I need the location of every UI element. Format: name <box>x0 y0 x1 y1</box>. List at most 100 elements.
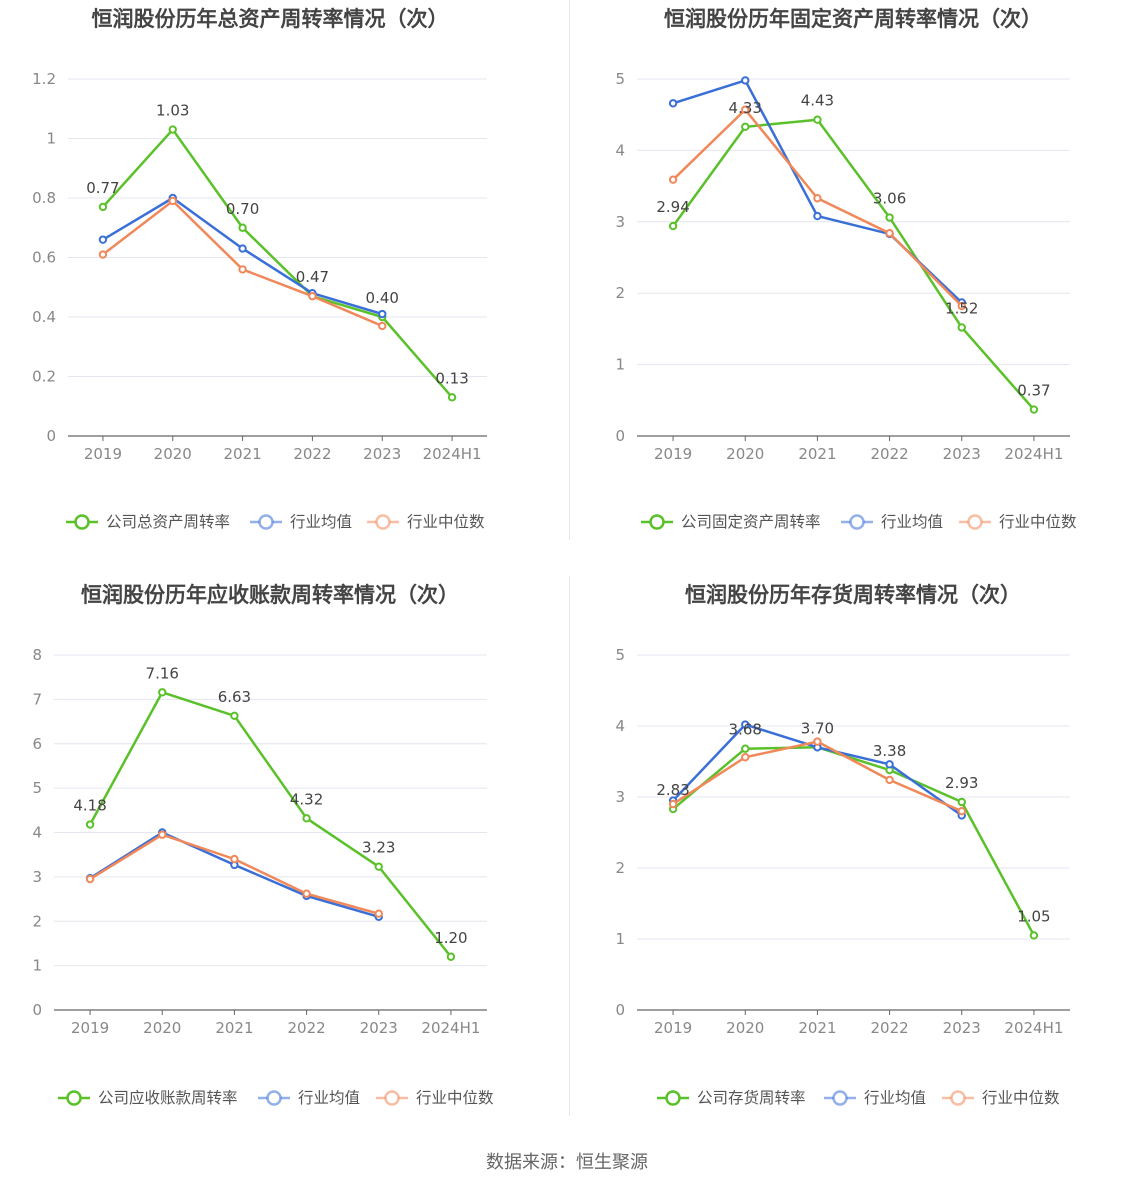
chart-panel-inventory-turnover: 恒润股份历年存货周转率情况（次） 0 1 2 3 4 5 2019 2020 2021 2022 20… <box>567 576 1134 1152</box>
chart-title: 恒润股份历年存货周转率情况（次） <box>685 583 1021 607</box>
median-series-point <box>813 737 822 746</box>
y-tick-label: 3 <box>32 868 42 886</box>
y-tick-label: 3 <box>615 213 625 231</box>
y-tick-label: 1 <box>32 957 42 975</box>
legend-marker-icon <box>266 1090 282 1106</box>
x-tick-label: 2024H1 <box>1004 445 1063 463</box>
median-series-point <box>741 105 750 114</box>
data-label: 4.43 <box>801 92 834 110</box>
average-series-point <box>813 211 822 221</box>
chart-svg: 恒润股份历年应收账款周转率情况（次） 0 1 2 3 4 5 6 7 8 2019 2020 2021 2… <box>32 583 494 1107</box>
x-tick-label: 2021 <box>215 1019 253 1037</box>
median-series-point <box>238 265 247 274</box>
legend-marker-icon <box>665 1090 681 1106</box>
median-series-line <box>672 740 963 813</box>
y-tick-label: 1 <box>615 356 625 374</box>
legend-label: 行业中位数 <box>982 1089 1060 1107</box>
x-tick-label: 2023 <box>943 445 981 463</box>
chart-panel-total-asset-turnover: 恒润股份历年总资产周转率情况（次） 0 0.2 0.4 0.6 0.8 1 1.2 2019 20… <box>0 0 567 576</box>
legend-item: 公司应收账款周转率 <box>58 1088 238 1107</box>
legend-label: 公司固定资产周转率 <box>681 513 821 531</box>
x-tick-label: 2024H1 <box>421 1019 480 1037</box>
average-series-point <box>885 760 894 769</box>
legend-label: 公司存货周转率 <box>697 1089 806 1107</box>
legend-item: 行业均值 <box>841 513 943 531</box>
legend-label: 行业均值 <box>298 1089 360 1107</box>
y-tick-label: 2 <box>615 859 625 877</box>
legend-item: 行业均值 <box>824 1089 926 1107</box>
legend-marker-icon <box>66 1090 82 1106</box>
average-series-line <box>672 79 963 304</box>
x-tick-label: 2023 <box>360 1019 398 1037</box>
average-series-point <box>741 76 750 85</box>
median-series-point <box>308 291 317 301</box>
median-series-point <box>741 753 750 762</box>
company-series-point <box>374 862 383 871</box>
legend-item: 行业均值 <box>250 513 352 531</box>
data-label: 1.03 <box>156 102 189 120</box>
company-series-point <box>85 820 95 829</box>
y-tick-label: 7 <box>32 690 42 708</box>
data-label: 3.38 <box>873 742 906 760</box>
average-series-point <box>238 244 247 253</box>
data-source-note: 数据来源：恒生聚源 <box>486 1152 648 1173</box>
company-series-point <box>741 122 750 132</box>
legend-marker-icon <box>375 514 391 530</box>
median-series-point <box>374 909 383 918</box>
legend-label: 行业中位数 <box>999 513 1077 531</box>
y-tick-label: 5 <box>615 70 625 88</box>
company-series-line <box>88 691 452 958</box>
median-series-point <box>957 807 966 816</box>
legend-item: 行业中位数 <box>367 513 485 531</box>
legend-item: 公司总资产周转率 <box>66 513 230 531</box>
legend-marker-icon <box>384 1090 400 1106</box>
data-label: 3.70 <box>801 719 834 737</box>
y-tick-label: 4 <box>615 141 625 159</box>
y-tick-label: 3 <box>615 788 625 806</box>
y-tick-label: 0.4 <box>32 308 56 326</box>
x-tick-label: 2024H1 <box>1004 1019 1063 1037</box>
data-label: 0.13 <box>435 369 468 387</box>
median-series-line <box>102 199 383 328</box>
median-series-point <box>813 194 822 203</box>
legend-label: 行业中位数 <box>416 1089 494 1107</box>
data-label: 7.16 <box>146 664 179 682</box>
average-series-point <box>378 309 387 319</box>
y-tick-label: 8 <box>32 646 42 664</box>
y-tick-label: 4 <box>615 717 625 735</box>
company-series-point <box>957 797 966 807</box>
y-tick-label: 6 <box>32 735 42 753</box>
median-series-point <box>302 889 311 898</box>
data-label: 3.06 <box>873 190 906 208</box>
company-series-point <box>98 202 108 212</box>
data-label: 4.33 <box>729 99 762 117</box>
legend-item: 公司固定资产周转率 <box>641 513 821 531</box>
x-tick-label: 2020 <box>143 1019 181 1037</box>
median-series-line <box>89 833 380 915</box>
chart-svg: 恒润股份历年固定资产周转率情况（次） 0 1 2 3 4 5 2019 2020 2021 2022… <box>615 7 1077 531</box>
y-tick-label: 0.6 <box>32 249 56 267</box>
y-tick-label: 1 <box>46 130 56 148</box>
legend-marker-icon <box>74 514 90 530</box>
x-tick-label: 2022 <box>870 1019 908 1037</box>
data-label: 2.94 <box>656 198 689 216</box>
chart-title: 恒润股份历年总资产周转率情况（次） <box>92 7 449 31</box>
data-label: 3.68 <box>729 721 762 739</box>
x-tick-label: 2021 <box>798 1019 836 1037</box>
company-series-point <box>446 952 456 961</box>
data-label: 4.18 <box>73 797 106 815</box>
y-tick-label: 0.8 <box>32 189 56 207</box>
y-tick-label: 1 <box>615 930 625 948</box>
legend-label: 行业中位数 <box>407 513 485 531</box>
company-series-point <box>1029 405 1039 414</box>
median-series-point <box>668 175 678 184</box>
data-label: 0.40 <box>366 289 399 307</box>
legend-marker-icon <box>649 514 665 530</box>
company-series-line <box>672 746 1036 937</box>
y-tick-label: 0 <box>615 427 625 445</box>
company-series-point <box>1029 931 1039 940</box>
x-tick-label: 2022 <box>287 1019 325 1037</box>
company-series-point <box>668 221 678 231</box>
median-series-line <box>672 108 963 307</box>
y-tick-label: 2 <box>32 912 42 930</box>
